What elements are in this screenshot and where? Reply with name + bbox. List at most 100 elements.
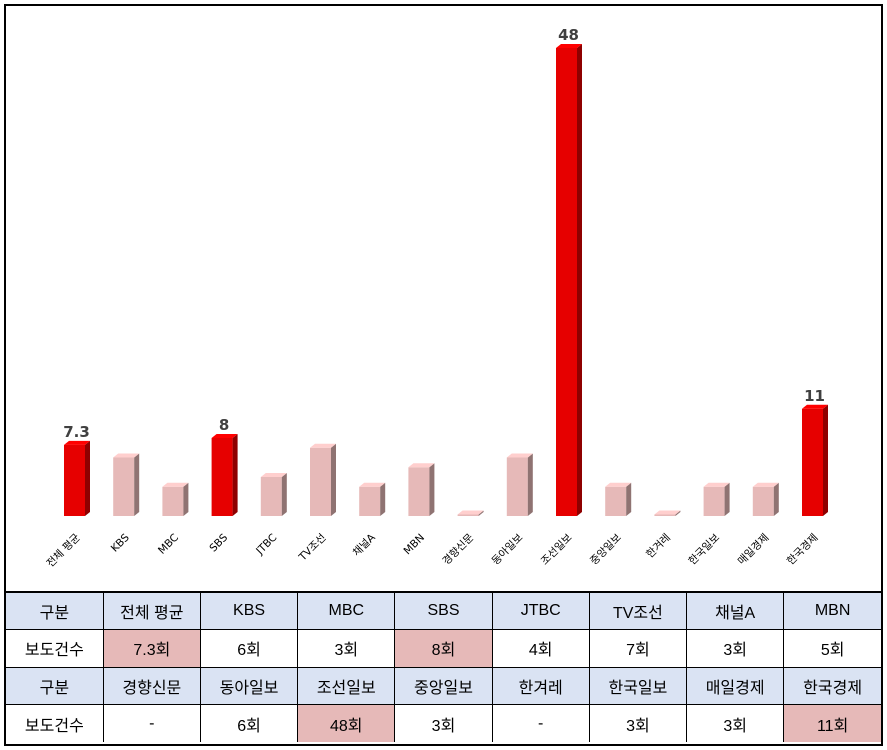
table-cell: 5회 <box>783 629 881 668</box>
table-cell: 7.3회 <box>102 629 201 668</box>
table-cell: 한국경제 <box>783 666 881 705</box>
table-cell: 3회 <box>394 704 493 742</box>
table-cell: - <box>102 704 201 742</box>
bar-front <box>703 486 725 516</box>
bar-top <box>605 482 632 487</box>
bar-side <box>823 404 828 516</box>
bar <box>162 482 189 516</box>
category-label: MBN <box>401 532 427 558</box>
category-label: 채널A <box>351 531 379 559</box>
bar-top <box>260 473 287 477</box>
table-cell: KBS <box>199 591 299 630</box>
bar-top <box>506 453 533 458</box>
table-cell: 4회 <box>491 629 590 668</box>
bar <box>506 453 533 516</box>
bar <box>605 482 632 516</box>
bar-front <box>64 444 85 516</box>
bar-top <box>408 463 435 468</box>
coverage-table: 구분 전체 평균 KBS MBC SBS JTBC TV조선 채널A MBN 보도건수 7.3회 6회… <box>6 591 881 742</box>
table-header-row: 구분 전체 평균 KBS MBC SBS JTBC TV조선 채널A MBN <box>6 591 881 630</box>
bar-side <box>380 482 386 516</box>
bar-top <box>310 443 336 448</box>
category-label: TV조선 <box>296 532 328 564</box>
data-label: 48 <box>558 26 579 44</box>
bar-top <box>113 453 140 458</box>
bar <box>802 404 828 516</box>
table-header-row: 구분 경향신문 동아일보 조선일보 중앙일보 한겨레 한국일보 매일경제 한국경제 <box>6 666 881 705</box>
table-cell: SBS <box>394 591 493 630</box>
bar-chart: 7.3 전체 평균 KBS MBC 8 SBS JTBC TV조선 채널A MBN 경향신문 동아일보… <box>44 26 828 570</box>
table-cell: 전체 평균 <box>102 591 201 630</box>
bar-front <box>359 486 381 516</box>
category-label: 중앙일보 <box>587 531 624 568</box>
table-cell: 6회 <box>199 629 299 668</box>
table-row: 보도건수 -6회 48회 3회 -3회 3회 11회 <box>6 704 881 742</box>
table-cell: MBN <box>783 591 881 630</box>
bar-side <box>527 453 533 516</box>
table-cell: - <box>491 704 590 742</box>
bar-front <box>211 438 233 516</box>
bar <box>310 443 336 516</box>
bar <box>113 453 140 516</box>
category-label: 동아일보 <box>489 531 526 568</box>
bar-top <box>64 440 90 445</box>
figure-frame: 7.3 전체 평균 KBS MBC 8 SBS JTBC TV조선 채널A MBN 경향신문 동아일보… <box>4 4 883 746</box>
bar <box>654 510 681 516</box>
category-label: MBC <box>156 532 181 557</box>
category-label: 매일경제 <box>735 531 772 568</box>
bar <box>752 482 779 516</box>
bar <box>211 434 238 516</box>
table-cell: 동아일보 <box>199 666 299 705</box>
table-cell: 채널A <box>686 591 785 630</box>
bar-side <box>183 482 189 516</box>
category-label: 경향신문 <box>440 531 477 568</box>
bar-side <box>675 510 681 516</box>
bar <box>556 44 582 516</box>
bar-side <box>331 443 336 516</box>
bar-front <box>752 486 774 516</box>
bar-front <box>310 447 331 516</box>
table-cell: 48회 <box>297 704 396 742</box>
bar-front <box>605 486 627 516</box>
bar-front <box>556 48 577 516</box>
bar-top <box>457 510 484 515</box>
bar <box>457 510 484 516</box>
bar-side <box>232 434 238 516</box>
table-cell: 조선일보 <box>297 666 396 705</box>
bar-side <box>281 473 287 516</box>
table-cell: 매일경제 <box>686 666 785 705</box>
table-cell: 구분 <box>6 666 104 705</box>
table-cell: 구분 <box>6 591 104 630</box>
table-cell: TV조선 <box>588 591 688 630</box>
bar <box>703 482 730 516</box>
bar-side <box>478 510 484 516</box>
category-label: 조선일보 <box>538 531 575 568</box>
category-label: 한국경제 <box>784 531 821 568</box>
data-label: 7.3 <box>63 423 90 441</box>
bar-side <box>134 453 140 516</box>
bar-side <box>429 463 435 516</box>
data-label: 11 <box>804 387 825 405</box>
bar-side <box>85 440 90 516</box>
bar-side <box>773 482 779 516</box>
bar-top <box>654 510 681 515</box>
category-label: 한겨레 <box>644 532 673 561</box>
bar-top <box>556 44 582 48</box>
bar <box>64 440 90 516</box>
category-label: SBS <box>207 531 230 554</box>
bar-front <box>408 467 430 516</box>
table-cell: 보도건수 <box>6 629 104 668</box>
category-label: KBS <box>109 531 132 554</box>
table-cell: 3회 <box>686 629 785 668</box>
bar-top <box>211 434 238 438</box>
table-cell: 3회 <box>297 629 396 668</box>
bar-front <box>802 408 823 516</box>
category-label: JTBC <box>253 532 279 558</box>
bar-side <box>577 44 582 516</box>
bar-side <box>626 482 632 516</box>
table-cell: 11회 <box>783 704 881 742</box>
bar-front <box>654 514 676 516</box>
data-label: 8 <box>219 416 229 434</box>
table-cell: MBC <box>297 591 396 630</box>
bar-front <box>113 457 135 516</box>
